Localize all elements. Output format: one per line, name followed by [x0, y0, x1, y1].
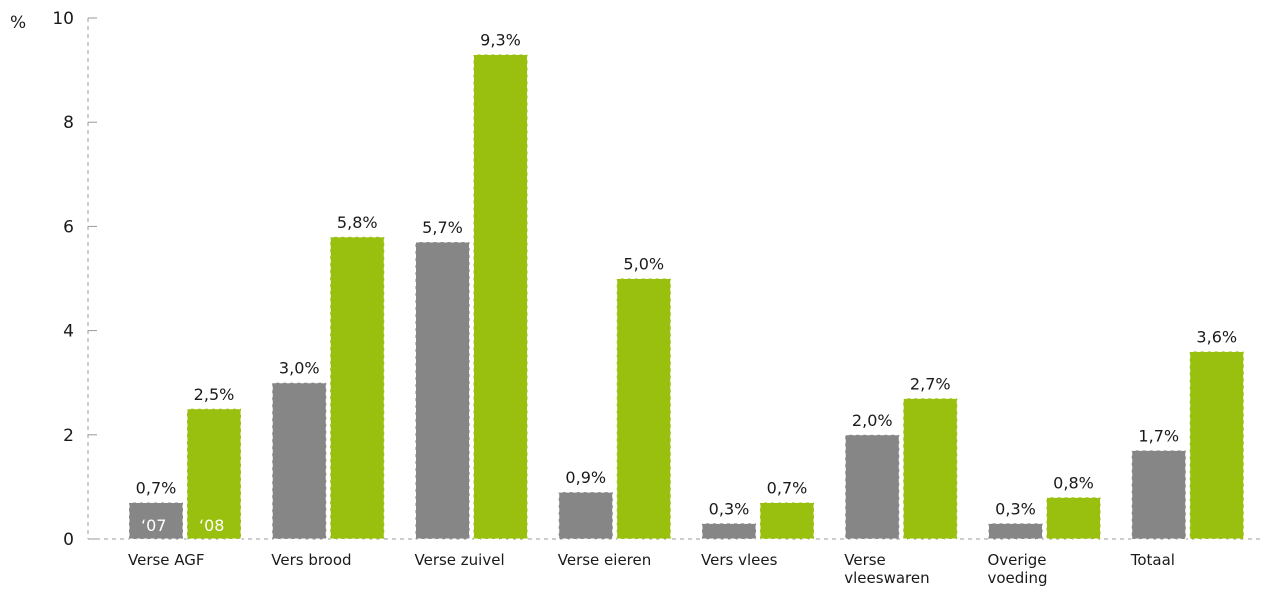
bar	[988, 522, 1043, 540]
category-label: Verse AGF	[128, 551, 205, 569]
y-tick-label: 6	[63, 217, 74, 237]
category-label-line: Verse eieren	[558, 551, 652, 569]
bars	[128, 53, 1245, 540]
axes	[87, 17, 1262, 540]
data-label: 5,0%	[623, 255, 664, 274]
series-label: ‘08	[199, 516, 224, 535]
data-label: 2,5%	[194, 385, 235, 404]
category-label: Vers vlees	[701, 551, 778, 569]
bar	[701, 522, 757, 540]
y-tick-labels: 0 2 4 6 8 10	[52, 9, 74, 550]
category-label-line: Vers brood	[271, 551, 351, 569]
y-tick-label: 4	[63, 322, 74, 342]
data-label: 0,7%	[767, 479, 808, 498]
category-label-line: Totaal	[1130, 551, 1175, 569]
category-label-line: Vers vlees	[701, 551, 778, 569]
bar	[1189, 350, 1245, 540]
data-label: 5,7%	[422, 218, 463, 237]
category-label-line: Verse AGF	[128, 551, 205, 569]
data-label: 5,8%	[337, 213, 378, 232]
bar	[1046, 496, 1101, 540]
category-label: Overige voeding	[988, 551, 1048, 587]
data-label: 2,7%	[910, 374, 951, 393]
bar	[128, 502, 184, 540]
category-label-line: voeding	[988, 569, 1048, 587]
data-label: 0,3%	[709, 499, 750, 518]
bar	[902, 397, 958, 540]
y-tick-label: 10	[52, 9, 74, 29]
bar	[415, 241, 470, 540]
category-label-line: Verse zuivel	[415, 551, 505, 569]
data-label: 3,6%	[1196, 327, 1237, 346]
category-label-line: Overige	[988, 551, 1047, 569]
bar	[473, 53, 528, 540]
y-tick-label: 0	[63, 530, 74, 550]
category-label: Verse vleeswaren	[844, 551, 929, 587]
category-labels: Verse AGF Vers brood Verse zuivel Verse eie…	[128, 551, 1175, 587]
bar	[329, 236, 385, 540]
bar	[271, 382, 327, 540]
category-label: Vers brood	[271, 551, 351, 569]
y-unit-label: %	[10, 13, 26, 33]
data-label: 0,3%	[995, 499, 1036, 518]
data-label: 3,0%	[279, 359, 320, 378]
bar	[558, 491, 614, 540]
series-labels: ‘07 ‘08	[141, 516, 224, 535]
category-label: Verse zuivel	[415, 551, 505, 569]
data-label: 1,7%	[1138, 426, 1179, 445]
bar	[186, 408, 242, 540]
series-label: ‘07	[141, 516, 166, 535]
data-label: 0,7%	[136, 479, 177, 498]
data-label: 0,9%	[565, 468, 606, 487]
category-label: Totaal	[1130, 551, 1175, 569]
data-label: 9,3%	[480, 30, 521, 49]
y-tick-label: 2	[63, 426, 74, 446]
bar	[759, 502, 815, 540]
y-tick-label: 8	[63, 113, 74, 133]
data-label: 0,8%	[1053, 473, 1094, 492]
category-label-line: vleeswaren	[844, 569, 929, 587]
data-labels: 0,7% 2,5% 3,0% 5,8% 5,7% 9,3% 0,9% 5,0% 0,3% 0,7%…	[136, 30, 1237, 518]
bar	[1131, 449, 1187, 540]
bar	[616, 278, 672, 540]
bar	[844, 434, 900, 540]
data-label: 2,0%	[852, 411, 893, 430]
category-label-line: Verse	[844, 551, 886, 569]
category-label: Verse eieren	[558, 551, 652, 569]
